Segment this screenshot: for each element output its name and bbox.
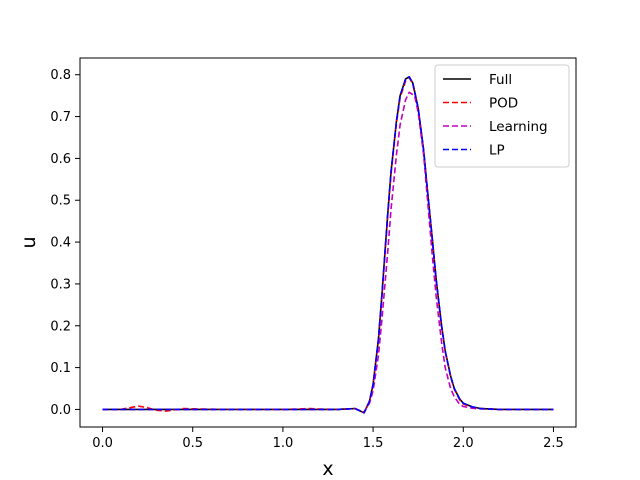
legend-label-learning: Learning [489,119,548,135]
y-axis-ticks: 0.0 0.1 0.2 0.3 0.4 0.5 0.6 0.7 0.8 [50,68,80,418]
legend-label-lp: LP [489,143,505,159]
y-tick-label: 0.8 [50,68,71,83]
x-axis-ticks: 0.0 0.5 1.0 1.5 2.0 2.5 [92,427,564,451]
legend-label-full: Full [489,72,512,88]
y-tick-label: 0.7 [50,110,71,125]
x-axis-title: x [322,458,333,480]
x-tick-label: 1.0 [273,436,294,451]
y-axis-title: u [18,236,40,248]
y-tick-label: 0.6 [50,152,71,167]
legend-label-pod: POD [489,96,518,112]
series-line-lp [102,76,554,414]
y-tick-label: 0.1 [50,361,71,376]
x-tick-label: 0.0 [92,436,113,451]
series-layer [102,76,554,414]
x-tick-label: 0.5 [182,436,203,451]
y-tick-label: 0.2 [50,319,71,334]
x-tick-label: 1.5 [363,436,384,451]
x-tick-label: 2.0 [453,436,474,451]
y-tick-label: 0.3 [50,277,71,292]
y-tick-label: 0.0 [50,403,71,418]
x-tick-label: 2.5 [543,436,564,451]
y-tick-label: 0.4 [50,236,71,251]
y-tick-label: 0.5 [50,194,71,209]
legend: Full POD Learning LP [434,64,570,168]
legend-box [434,64,570,168]
